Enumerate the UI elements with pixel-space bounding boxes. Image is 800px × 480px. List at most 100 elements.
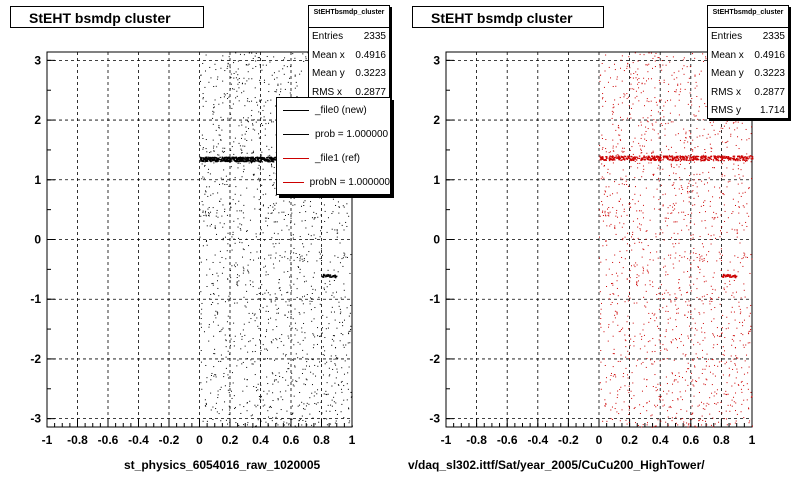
data-point (731, 338, 733, 340)
data-point (286, 225, 288, 227)
data-point (604, 212, 606, 214)
data-point (711, 358, 713, 360)
data-point (293, 197, 295, 199)
data-point (620, 386, 622, 388)
data-point (748, 188, 750, 190)
data-point (697, 266, 699, 268)
data-point (668, 83, 670, 85)
data-point (697, 155, 700, 158)
data-point (713, 217, 715, 219)
data-point (322, 314, 324, 316)
data-point (675, 173, 677, 175)
data-point (688, 201, 690, 203)
data-point (658, 100, 660, 102)
data-point (283, 424, 285, 426)
data-point (250, 359, 252, 361)
data-point (252, 156, 254, 158)
data-point (685, 390, 687, 392)
data-point (232, 231, 234, 233)
data-point (625, 180, 627, 182)
data-point (332, 335, 334, 337)
data-point (214, 228, 216, 230)
data-point (303, 246, 305, 248)
data-point (729, 374, 731, 376)
data-point (680, 83, 682, 85)
data-point (629, 203, 631, 205)
data-point (296, 257, 298, 259)
data-point (736, 413, 738, 415)
data-point (639, 229, 641, 231)
data-point (292, 237, 294, 239)
data-point (241, 176, 243, 178)
data-point (654, 425, 656, 427)
data-point (247, 424, 249, 426)
data-point (226, 67, 228, 69)
stats-row: RMS x 0.2877 (312, 86, 386, 98)
data-point (646, 158, 649, 161)
data-point (729, 404, 731, 406)
data-point (733, 155, 736, 157)
data-point (617, 124, 619, 126)
data-point (713, 129, 715, 131)
data-point (628, 291, 630, 293)
data-point (202, 420, 204, 422)
data-point (600, 74, 602, 76)
data-point (267, 292, 269, 294)
data-point (644, 133, 646, 135)
data-point (284, 215, 286, 217)
data-point (219, 250, 221, 252)
data-point (642, 361, 644, 363)
data-point (227, 243, 229, 245)
data-point (201, 178, 203, 180)
data-point (602, 105, 604, 107)
data-point (684, 88, 686, 90)
data-point (331, 228, 333, 230)
data-point (691, 412, 693, 414)
data-point (234, 408, 236, 410)
data-point (601, 138, 603, 140)
data-point (294, 308, 296, 310)
data-point (328, 274, 330, 276)
data-point (603, 177, 605, 179)
data-point (612, 145, 614, 147)
data-point (622, 267, 624, 269)
data-point (288, 424, 290, 426)
data-point (254, 55, 256, 57)
data-point (744, 296, 746, 298)
data-point (210, 194, 212, 196)
data-point (270, 212, 272, 214)
data-point (611, 274, 613, 276)
data-point (278, 307, 280, 309)
data-point (322, 276, 325, 278)
data-point (748, 330, 750, 332)
data-point (319, 361, 321, 363)
data-point (683, 128, 685, 130)
data-point (713, 334, 715, 336)
data-point (210, 293, 212, 295)
data-point (232, 88, 234, 90)
data-point (671, 74, 673, 76)
data-point (614, 156, 616, 159)
data-point (253, 314, 255, 316)
data-point (614, 99, 616, 101)
data-point (612, 284, 614, 286)
data-point (615, 85, 617, 87)
data-point (346, 256, 348, 258)
data-point (209, 173, 211, 175)
data-point (341, 367, 343, 369)
data-point (737, 136, 739, 138)
data-point (320, 401, 322, 403)
data-point (692, 359, 694, 361)
data-point (669, 294, 671, 296)
data-point (316, 343, 318, 345)
data-point (321, 333, 323, 335)
data-point (618, 413, 620, 415)
data-point (202, 157, 205, 159)
data-point (256, 251, 258, 253)
data-point (259, 180, 261, 182)
data-point (238, 100, 240, 102)
data-point (254, 87, 256, 89)
data-point (688, 196, 690, 198)
data-point (255, 52, 257, 54)
x-tick-label: 0.6 (682, 433, 699, 447)
